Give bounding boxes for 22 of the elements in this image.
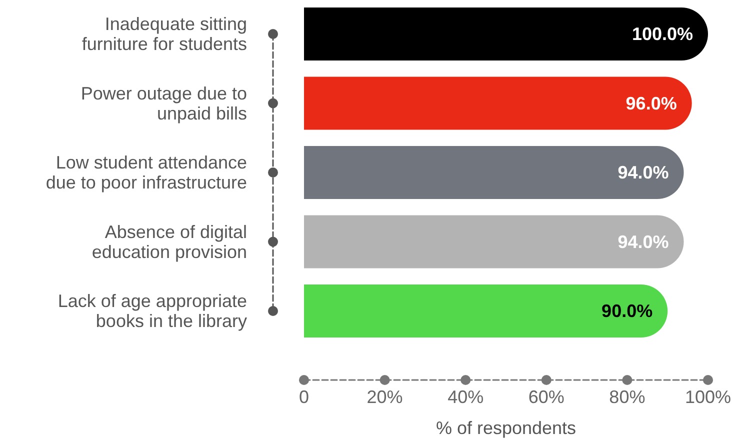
x-tick-label: 40%	[448, 387, 484, 407]
x-tick-label: 60%	[528, 387, 564, 407]
x-tick-label: 80%	[609, 387, 646, 407]
y-tick-label: Power outage due to unpaid bills	[80, 83, 247, 124]
x-axis-title: % of respondents	[436, 418, 576, 438]
y-tick-label: Low student attendance due to poor infrastructure	[46, 152, 247, 192]
x-tick-label: 0	[298, 387, 310, 407]
x-tick-label: 100%	[684, 387, 732, 407]
bar	[304, 215, 684, 268]
data-label: 94.0%	[618, 232, 669, 252]
data-label: 96.0%	[626, 93, 677, 114]
y-tick-label: Inadequate sitting furniture for students	[82, 14, 247, 54]
bar	[304, 8, 708, 60]
data-label: 100.0%	[632, 24, 693, 44]
bar	[304, 146, 684, 199]
y-tick-label: Lack of age appropriate books in the library	[58, 291, 247, 331]
data-label: 90.0%	[602, 301, 653, 321]
bar	[304, 284, 668, 338]
bar	[304, 76, 692, 130]
data-label: 94.0%	[618, 162, 669, 182]
x-tick-label: 20%	[366, 387, 403, 407]
y-tick-label: Absence of digital education provision	[92, 222, 247, 262]
